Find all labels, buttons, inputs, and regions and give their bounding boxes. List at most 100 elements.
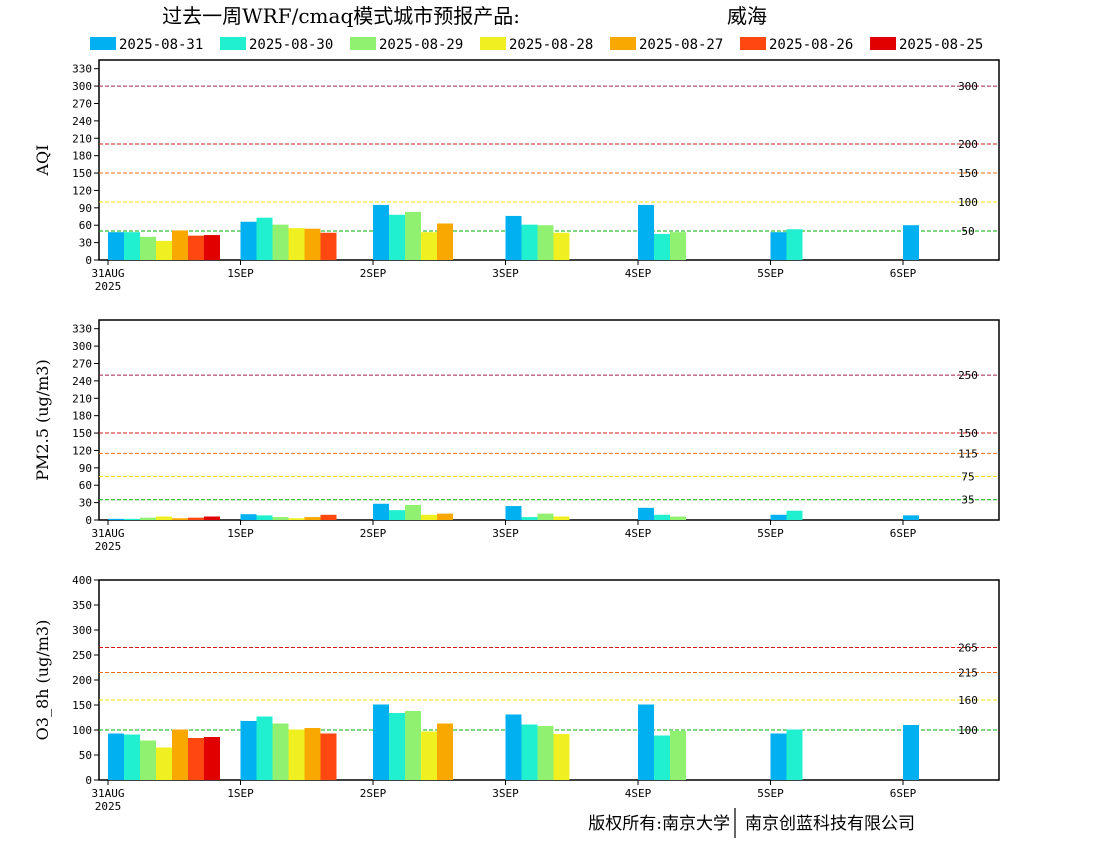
bar	[786, 229, 803, 260]
y-tick-label: 30	[79, 237, 92, 250]
x-tick-label: 4SEP	[625, 267, 652, 280]
bar	[638, 507, 654, 520]
bar	[654, 514, 670, 520]
y-tick-label: 150	[72, 699, 92, 712]
figure-title: 过去一周WRF/cmaq模式城市预报产品:	[162, 4, 520, 28]
bar	[537, 726, 554, 780]
bar	[521, 724, 538, 780]
legend-item: 2025-08-25	[870, 37, 983, 53]
bar	[421, 232, 437, 260]
threshold-label: 75	[961, 471, 974, 484]
bar	[240, 221, 257, 260]
y-axis-label: AQI	[33, 145, 52, 177]
copyright-right: 南京创蓝科技有限公司	[745, 814, 915, 834]
bar	[389, 713, 405, 780]
bar	[172, 518, 188, 520]
y-tick-label: 330	[72, 323, 92, 336]
bar	[240, 514, 257, 520]
x-tick-label: 2SEP	[360, 527, 387, 540]
y-axis-label: O3_8h (ug/m3)	[33, 620, 52, 741]
x-tick-label: 5SEP	[757, 267, 784, 280]
y-tick-label: 120	[72, 444, 92, 457]
legend-label: 2025-08-29	[379, 37, 463, 53]
legend-item: 2025-08-30	[220, 37, 333, 53]
bar	[373, 503, 389, 520]
x-year-label: 2025	[95, 800, 122, 813]
bar	[437, 513, 453, 520]
y-tick-label: 300	[72, 80, 92, 93]
threshold-label: 115	[958, 447, 978, 460]
y-tick-label: 400	[72, 574, 92, 587]
bar	[421, 514, 437, 520]
x-tick-label: 2SEP	[360, 787, 387, 800]
x-tick-label: 6SEP	[890, 787, 917, 800]
bar	[405, 711, 421, 780]
bar	[156, 240, 172, 260]
bar	[124, 232, 140, 260]
x-tick-label: 3SEP	[492, 267, 519, 280]
bar	[204, 516, 220, 520]
y-tick-label: 30	[79, 497, 92, 510]
y-tick-label: 0	[85, 254, 92, 267]
y-tick-label: 90	[79, 462, 92, 475]
threshold-label: 200	[958, 138, 978, 151]
bar	[537, 513, 554, 520]
threshold-label: 100	[958, 196, 978, 209]
y-tick-label: 330	[72, 63, 92, 76]
bar	[304, 228, 321, 260]
x-tick-label: 1SEP	[227, 267, 254, 280]
y-tick-label: 210	[72, 132, 92, 145]
bar	[638, 204, 654, 260]
bar	[405, 504, 421, 520]
bar	[670, 232, 686, 260]
bar	[903, 225, 919, 260]
y-tick-label: 150	[72, 427, 92, 440]
bar	[272, 517, 289, 520]
bar	[654, 735, 670, 780]
y-tick-label: 120	[72, 184, 92, 197]
threshold-label: 265	[958, 642, 978, 655]
chart-panel-3: 265 215 160 100 0 50 100 150 200 250 300 350 400 O3_8…	[33, 574, 1000, 813]
bar	[903, 725, 919, 780]
bar	[304, 517, 321, 520]
bar	[204, 235, 220, 260]
threshold-label: 215	[958, 667, 978, 680]
x-tick-label: 6SEP	[890, 267, 917, 280]
y-tick-label: 270	[72, 357, 92, 370]
bar	[124, 734, 140, 780]
bar	[188, 235, 204, 260]
x-tick-label: 2SEP	[360, 267, 387, 280]
bar	[770, 733, 787, 780]
y-tick-label: 60	[79, 479, 92, 492]
bar	[553, 232, 570, 260]
plot-frame	[98, 319, 1000, 521]
legend-swatch	[480, 37, 506, 50]
bar	[505, 215, 522, 260]
bar	[638, 704, 654, 780]
bar	[304, 728, 321, 780]
bar	[770, 514, 787, 520]
bar	[172, 230, 188, 260]
x-tick-label: 4SEP	[625, 527, 652, 540]
bar	[521, 224, 538, 260]
legend-swatch	[740, 37, 766, 50]
y-tick-label: 300	[72, 624, 92, 637]
y-tick-label: 300	[72, 340, 92, 353]
y-tick-label: 50	[79, 749, 92, 762]
bar	[786, 510, 803, 520]
bar	[320, 514, 337, 520]
bar	[537, 225, 554, 260]
legend-label: 2025-08-26	[769, 37, 853, 53]
legend-swatch	[610, 37, 636, 50]
bar	[140, 740, 156, 780]
bar	[770, 232, 787, 260]
legend: 2025-08-31 2025-08-30 2025-08-29 2025-08-28…	[90, 37, 983, 53]
legend-item: 2025-08-29	[350, 37, 463, 53]
y-tick-label: 210	[72, 392, 92, 405]
bar	[256, 217, 273, 260]
bar	[272, 224, 289, 260]
x-tick-label: 5SEP	[757, 787, 784, 800]
bar	[288, 729, 305, 780]
bar	[172, 729, 188, 780]
y-axis-label: PM2.5 (ug/m3)	[33, 359, 52, 480]
